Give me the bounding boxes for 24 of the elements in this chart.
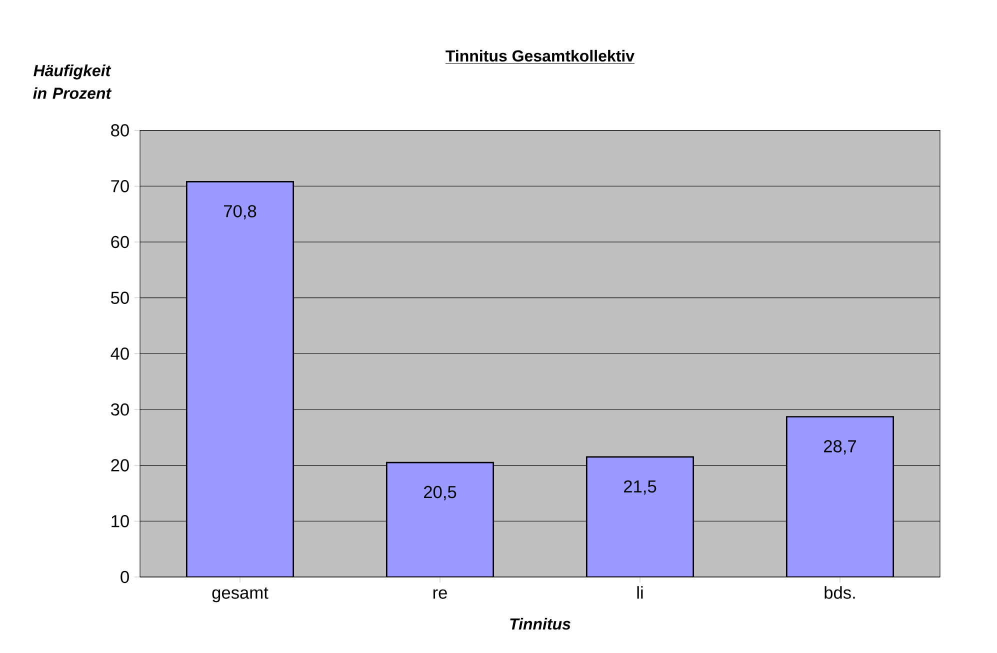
x-tick-label: re — [433, 589, 447, 599]
chart-title: Tinnitus Gesamtkollektiv — [446, 50, 634, 62]
data-label: 70,8 — [224, 205, 256, 220]
y-tick-label: 70 — [111, 180, 129, 192]
x-tick-label: gesamt — [212, 587, 268, 602]
y-tick-label: 40 — [110, 348, 129, 360]
y-tick-label: 10 — [112, 515, 129, 528]
bar — [186, 181, 294, 577]
y-tick-label: 0 — [120, 570, 129, 584]
data-label: 20,5 — [424, 486, 456, 500]
x-axis-title: Tinnitus — [510, 618, 570, 630]
data-label: 28,7 — [824, 440, 856, 454]
data-label: 21,5 — [624, 480, 656, 495]
y-tick-label: 50 — [111, 292, 129, 304]
bar — [386, 462, 494, 577]
bar — [786, 416, 894, 577]
y-axis-title: Häufigkeit in Prozent — [33, 64, 112, 99]
y-tick-label: 30 — [110, 403, 129, 416]
x-tick-label: li — [637, 586, 643, 599]
y-tick-label: 20 — [111, 459, 129, 472]
x-tick-label: bds. — [824, 586, 855, 599]
y-tick-label: 80 — [111, 124, 129, 136]
y-tick-label: 60 — [111, 236, 129, 248]
bar — [586, 456, 694, 577]
